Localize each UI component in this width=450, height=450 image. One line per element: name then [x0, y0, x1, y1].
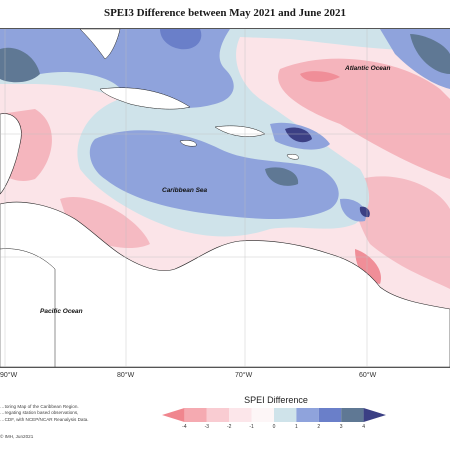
- legend-tick-label: -1: [249, 424, 254, 430]
- dark-anomaly-gulf: [0, 47, 40, 83]
- atlantic-ocean-label: Atlantic Ocean: [345, 65, 391, 72]
- dark-anomaly-puerto-rico: [285, 127, 312, 143]
- lon-label-60w: 60°W: [359, 372, 377, 379]
- land-yucatan: [0, 113, 22, 195]
- legend-swatch: [274, 408, 297, 422]
- legend-colorbar: [162, 408, 386, 422]
- legend-tick-label: 4: [362, 424, 365, 430]
- red-anomaly-orinoco: [355, 249, 381, 284]
- legend-swatch: [184, 408, 207, 422]
- legend-swatch: [206, 408, 230, 422]
- legend-swatch: [341, 408, 364, 422]
- pacific-ocean-label: Pacific Ocean: [40, 308, 83, 315]
- dark-anomaly-caribbean: [265, 167, 299, 186]
- dark-anomaly-northeast: [410, 34, 450, 74]
- legend-swatch: [251, 408, 274, 422]
- legend-tick-label: 1: [295, 424, 298, 430]
- blue-anomaly-lesser-antilles: [340, 198, 366, 222]
- graticule: [0, 29, 450, 367]
- red-anomaly-atlantic: [300, 71, 340, 82]
- legend-swatch: [363, 408, 386, 422]
- legend-tick-label: -3: [204, 424, 210, 430]
- legend-tick-label: -4: [182, 424, 187, 430]
- land-cuba: [99, 87, 191, 110]
- legend-tick-label: 2: [317, 424, 321, 430]
- land-jamaica: [179, 140, 197, 147]
- land-florida: [79, 29, 121, 60]
- land-pacific-coast: [0, 248, 56, 367]
- spei-map: [0, 29, 450, 367]
- legend-title: SPEI Difference: [244, 395, 308, 405]
- map-title: SPEI3 Difference between May 2021 and Ju…: [103, 7, 347, 19]
- credit-text: …toring Map of the Caribbean Region. …re…: [0, 404, 89, 422]
- legend-swatch: [229, 408, 252, 422]
- legend-swatch: [296, 408, 319, 422]
- land-central-south-america: [0, 201, 450, 367]
- blue-anomaly-north: [0, 29, 234, 108]
- pink-anomaly-atlantic: [278, 58, 450, 179]
- legend-tick-label: -2: [226, 424, 232, 430]
- legend-swatch: [318, 408, 342, 422]
- dark-anomaly-islands: [359, 206, 370, 218]
- lon-label-90w: 90°W: [0, 372, 18, 379]
- legend-swatch: [162, 408, 185, 422]
- lon-label-80w: 80°W: [117, 372, 135, 379]
- credit-footer: © IMH, Jun2021: [0, 434, 34, 439]
- lon-label-70w: 70°W: [235, 372, 253, 379]
- dark-anomaly-north: [160, 29, 202, 50]
- land-puerto-rico: [286, 153, 299, 160]
- caribbean-sea-label: Caribbean Sea: [162, 187, 208, 194]
- legend-tick-label: 0: [272, 424, 276, 430]
- map-panel: Atlantic Ocean Caribbean Sea Pacific Oce…: [0, 28, 450, 368]
- blue-anomaly-caribbean: [89, 130, 339, 219]
- pink-anomaly-east: [354, 176, 450, 289]
- legend-tick-label: 3: [339, 424, 343, 430]
